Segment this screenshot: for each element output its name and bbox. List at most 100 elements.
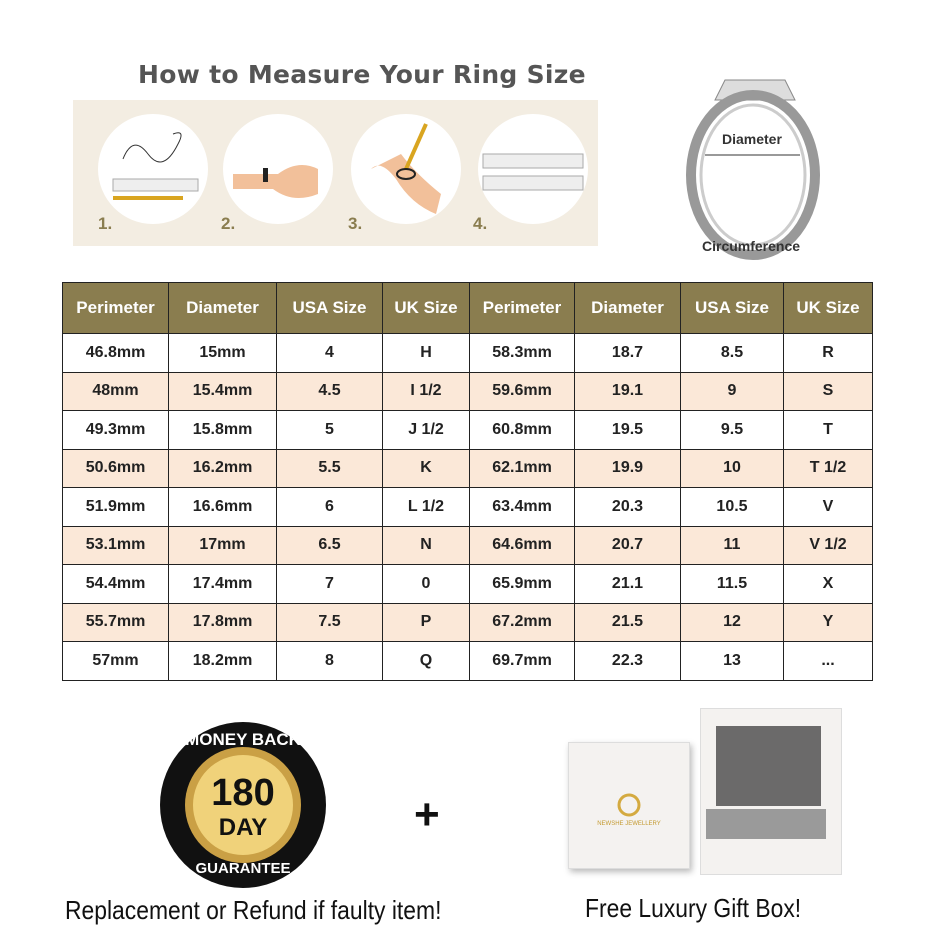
table-cell: K	[382, 448, 470, 488]
table-cell: 7	[276, 564, 383, 604]
table-cell: S	[783, 371, 873, 411]
table-cell: 8	[276, 641, 383, 681]
table-cell: 63.4mm	[469, 487, 575, 527]
table-cell: 6	[276, 487, 383, 527]
table-cell: 20.3	[574, 487, 681, 527]
table-cell: N	[382, 525, 470, 565]
table-cell: 46.8mm	[62, 333, 169, 373]
table-row: 55.7mm 17.8mm 7.5 P 67.2mm 21.5 12 Y	[62, 602, 873, 642]
table-cell: 7.5	[276, 602, 383, 642]
table-cell: 19.9	[574, 448, 681, 488]
page-title: How to Measure Your Ring Size	[138, 60, 586, 89]
table-cell: 4.5	[276, 371, 383, 411]
ring-size-table: Perimeter Diameter USA Size UK Size Perimete…	[62, 282, 873, 681]
table-row: 54.4mm 17.4mm 7 0 65.9mm 21.1 11.5 X	[62, 564, 873, 604]
table-cell: 11.5	[680, 564, 784, 604]
table-cell: 17.4mm	[168, 564, 277, 604]
table-cell: 55.7mm	[62, 602, 169, 642]
table-cell: 57mm	[62, 641, 169, 681]
table-cell: 59.6mm	[469, 371, 575, 411]
table-cell: T	[783, 410, 873, 450]
table-cell: 19.5	[574, 410, 681, 450]
table-cell: X	[783, 564, 873, 604]
table-row: 49.3mm 15.8mm 5 J 1/2 60.8mm 19.5 9.5 T	[62, 410, 873, 450]
table-cell: 9	[680, 371, 784, 411]
table-cell: 67.2mm	[469, 602, 575, 642]
mark-string-illustration	[351, 114, 461, 224]
column-header: USA Size	[276, 282, 383, 334]
table-row: 51.9mm 16.6mm 6 L 1/2 63.4mm 20.3 10.5 V	[62, 487, 873, 527]
column-header: Perimeter	[469, 282, 575, 334]
column-header: UK Size	[382, 282, 470, 334]
step-number: 3.	[348, 214, 363, 233]
table-row: 50.6mm 16.2mm 5.5 K 62.1mm 19.9 10 T 1/2	[62, 448, 873, 488]
table-cell: 54.4mm	[62, 564, 169, 604]
table-cell: 9.5	[680, 410, 784, 450]
finger-wrap-illustration	[223, 114, 333, 224]
table-row: 46.8mm 15mm 4 H 58.3mm 18.7 8.5 R	[62, 333, 873, 373]
gift-box-caption: Free Luxury Gift Box!	[585, 893, 802, 923]
table-cell: 15.4mm	[168, 371, 277, 411]
table-cell: 16.2mm	[168, 448, 277, 488]
table-cell: 21.5	[574, 602, 681, 642]
table-cell: 15.8mm	[168, 410, 277, 450]
badge-bottom-text: GUARANTEE	[195, 860, 291, 877]
table-cell: 64.6mm	[469, 525, 575, 565]
table-cell: 18.2mm	[168, 641, 277, 681]
table-cell: 4	[276, 333, 383, 373]
table-cell: 16.6mm	[168, 487, 277, 527]
table-cell: 6.5	[276, 525, 383, 565]
table-cell: 8.5	[680, 333, 784, 373]
table-cell: 51.9mm	[62, 487, 169, 527]
table-cell: I 1/2	[382, 371, 470, 411]
table-cell: V	[783, 487, 873, 527]
table-cell: V 1/2	[783, 525, 873, 565]
closed-gift-box: NEWSHE JEWELLERY	[568, 742, 690, 869]
step-number: 4.	[473, 214, 488, 233]
table-cell: 18.7	[574, 333, 681, 373]
table-cell: Q	[382, 641, 470, 681]
badge-unit: DAY	[218, 814, 268, 841]
table-cell: 21.1	[574, 564, 681, 604]
badge-top-text: MONEY BACK	[185, 730, 301, 749]
table-cell: 12	[680, 602, 784, 642]
table-row: 48mm 15.4mm 4.5 I 1/2 59.6mm 19.1 9 S	[62, 371, 873, 411]
badge-number: 180	[211, 772, 275, 814]
string-ruler-illustration	[98, 114, 208, 224]
table-cell: 65.9mm	[469, 564, 575, 604]
box-brand-text: NEWSHE JEWELLERY	[597, 821, 661, 827]
table-row: 57mm 18.2mm 8 Q 69.7mm 22.3 13...	[62, 641, 873, 681]
open-gift-box	[700, 708, 842, 875]
column-header: Perimeter	[62, 282, 169, 334]
table-cell: 20.7	[574, 525, 681, 565]
table-cell: 58.3mm	[469, 333, 575, 373]
refund-caption: Replacement or Refund if faulty item!	[65, 895, 442, 925]
table-cell: 62.1mm	[469, 448, 575, 488]
circumference-label: Circumference	[702, 238, 801, 254]
money-back-guarantee-badge: MONEY BACK 180 DAY GUARANTEE	[158, 720, 328, 890]
table-cell: 22.3	[574, 641, 681, 681]
table-cell: 5.5	[276, 448, 383, 488]
table-cell: T 1/2	[783, 448, 873, 488]
table-cell: 10.5	[680, 487, 784, 527]
table-cell: 60.8mm	[469, 410, 575, 450]
brand-logo-icon	[617, 793, 641, 817]
ring-diagram: Diameter Circumference	[680, 50, 830, 265]
step-number: 1.	[98, 214, 113, 233]
table-header-row: Perimeter Diameter USA Size UK Size Perimete…	[62, 282, 873, 334]
table-cell: 5	[276, 410, 383, 450]
table-cell: 19.1	[574, 371, 681, 411]
table-cell: L 1/2	[382, 487, 470, 527]
column-header: USA Size	[680, 282, 784, 334]
table-cell: 48mm	[62, 371, 169, 411]
table-cell: J 1/2	[382, 410, 470, 450]
table-cell: 11	[680, 525, 784, 565]
ruler-illustration	[478, 114, 588, 224]
column-header: Diameter	[574, 282, 681, 334]
table-cell: 17.8mm	[168, 602, 277, 642]
plus-sign: +	[414, 790, 440, 839]
measure-steps: 1. 2. 3. 4.	[73, 100, 598, 246]
table-cell: 50.6mm	[62, 448, 169, 488]
column-header: UK Size	[783, 282, 873, 334]
diameter-label: Diameter	[722, 131, 782, 147]
